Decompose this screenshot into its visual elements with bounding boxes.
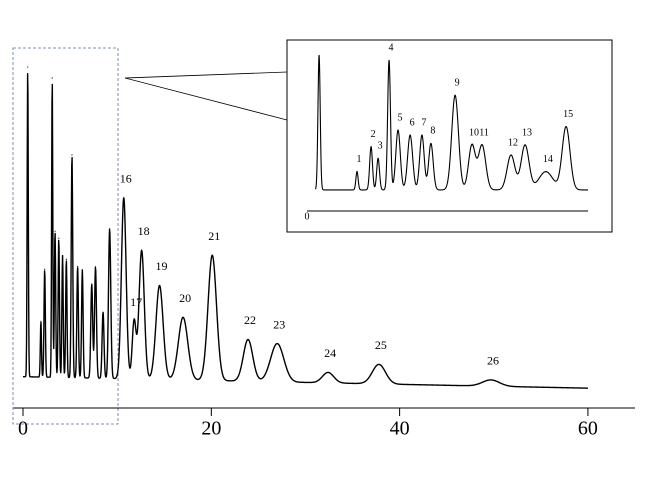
- peak-apex: [77, 265, 79, 268]
- peak-apex: [409, 134, 411, 136]
- peak-apex: [71, 154, 73, 156]
- peak-apex: [430, 142, 432, 145]
- peak-label: 12: [508, 137, 518, 148]
- peak-apex: [276, 342, 278, 345]
- peak-apex: [158, 284, 161, 287]
- peak-apex: [141, 249, 143, 251]
- peak-apex: [211, 254, 213, 256]
- peak-apex: [545, 171, 547, 173]
- peak-label: 13: [522, 127, 532, 138]
- peak-apex: [378, 363, 380, 366]
- peak-apex: [51, 77, 53, 79]
- x-tick-label: 20: [201, 418, 221, 440]
- x-tick-label: 0: [18, 418, 28, 440]
- peak-apex: [421, 134, 423, 136]
- peak-apex: [510, 154, 512, 156]
- peak-label: 8: [430, 126, 435, 137]
- peak-apex: [388, 59, 390, 62]
- peak-label: 7: [421, 117, 426, 128]
- peak-label: 18: [138, 224, 150, 238]
- peak-apex: [247, 338, 249, 341]
- peak-apex: [397, 129, 399, 131]
- peak-apex: [133, 320, 135, 322]
- peak-label: 1: [357, 154, 362, 165]
- peak-apex: [356, 171, 358, 173]
- trace: [314, 55, 589, 191]
- peak-label: 16: [120, 172, 132, 186]
- peak-apex: [327, 371, 329, 374]
- peak-apex: [370, 146, 372, 148]
- peak-label: 17: [130, 295, 142, 309]
- peak-label: 11: [479, 127, 489, 138]
- peak-label: 20: [179, 291, 191, 305]
- peak-label: 22: [244, 313, 256, 327]
- peak-apex: [481, 144, 483, 146]
- peak-label: 15: [563, 109, 573, 120]
- peak-apex: [524, 144, 526, 146]
- peak-apex: [61, 255, 64, 257]
- inset-frame: [286, 39, 613, 233]
- peak-label: 24: [324, 346, 336, 360]
- peak-apex: [58, 237, 60, 239]
- peak-apex: [65, 258, 67, 260]
- peak-apex: [44, 268, 46, 270]
- peak-apex: [27, 66, 29, 68]
- peak-apex: [454, 94, 456, 96]
- peak-apex: [109, 228, 111, 230]
- peak-label: 9: [455, 78, 460, 89]
- peak-apex: [123, 197, 125, 199]
- connector: [124, 77, 288, 121]
- peak-label: 23: [273, 317, 285, 331]
- zoom-region: [12, 47, 119, 425]
- peak-label: 19: [156, 259, 168, 273]
- peak-label: 14: [543, 154, 553, 165]
- peak-apex: [565, 126, 567, 128]
- x-tick-label: 40: [390, 418, 410, 440]
- peak-apex: [94, 266, 97, 268]
- peak-label: 10: [469, 127, 479, 138]
- x-tick-label: 0: [305, 211, 310, 222]
- peak-label: 26: [487, 354, 499, 368]
- trace: [22, 73, 589, 389]
- peak-label: 3: [378, 141, 383, 152]
- peak-apex: [471, 144, 473, 146]
- peak-apex: [377, 157, 379, 159]
- peak-apex: [490, 379, 492, 381]
- peak-apex: [81, 269, 83, 271]
- peak-apex: [318, 54, 320, 57]
- peak-apex: [102, 311, 104, 313]
- peak-label: 25: [375, 338, 387, 352]
- peak-label: 6: [410, 117, 415, 128]
- x-tick-label: 60: [578, 418, 598, 440]
- connector: [124, 71, 288, 79]
- peak-apex: [54, 230, 56, 232]
- peak-label: 4: [389, 43, 394, 54]
- peak-apex: [40, 320, 42, 322]
- peak-apex: [91, 283, 93, 285]
- peak-apex: [182, 316, 184, 318]
- peak-label: 21: [208, 229, 220, 243]
- peak-label: 5: [398, 112, 403, 123]
- peak-label: 2: [371, 129, 376, 140]
